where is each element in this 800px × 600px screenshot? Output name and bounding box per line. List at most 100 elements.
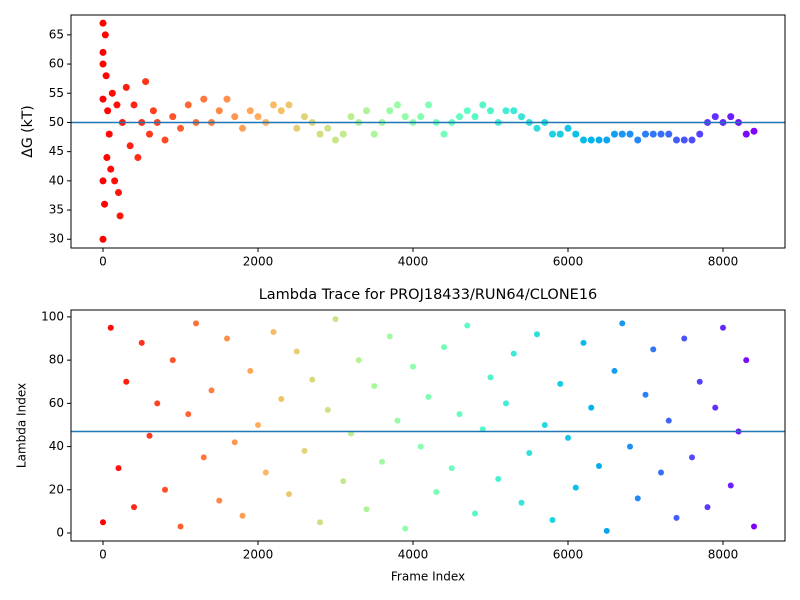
point [185,411,192,418]
point [177,523,184,530]
point [142,78,150,86]
y-tick-label: 55 [49,86,64,100]
point [200,454,207,461]
point [510,107,518,115]
point [111,177,119,185]
point [123,378,130,385]
point [471,113,479,121]
point [627,443,634,450]
point [751,523,758,530]
point [595,136,603,144]
x-tick-label: 6000 [553,255,584,269]
x-axis-label: Frame Index [391,570,465,584]
point [347,113,355,121]
point [541,421,548,428]
point [146,432,153,439]
point [510,350,517,357]
point [727,113,735,121]
point [301,447,308,454]
point [107,324,114,331]
point [518,499,525,506]
point [99,60,107,68]
point [293,124,301,132]
axes-frame [70,309,786,542]
y-tick-label: 100 [41,309,64,323]
point [503,400,510,407]
point [711,113,719,121]
point [704,504,711,511]
point [100,519,107,526]
point [448,465,455,472]
point [115,465,122,472]
point [402,525,409,532]
x-tick-label: 2000 [243,548,274,562]
y-tick-label: 0 [56,526,64,540]
point [588,404,595,411]
axes-frame [70,14,786,249]
point [130,101,138,109]
point [134,153,142,161]
point [618,130,626,138]
y-tick-label: 65 [49,27,64,41]
point [115,189,123,197]
point [433,488,440,495]
point [184,101,192,109]
point [456,113,464,121]
point [231,113,239,121]
x-tick-label: 4000 [398,255,429,269]
point [681,335,688,342]
point [650,346,657,353]
point [101,31,109,39]
point [99,177,107,185]
point [99,19,107,27]
point [712,404,719,411]
point [386,333,393,340]
point [278,396,285,403]
point [363,107,371,115]
point [193,320,200,327]
point [441,344,448,351]
point [463,107,471,115]
point [215,107,223,115]
point [126,142,134,150]
point [270,101,278,109]
point [410,363,417,370]
point [720,324,727,331]
point [277,107,285,115]
point [216,497,223,504]
point [487,107,495,115]
point [301,113,309,121]
point [649,130,657,138]
point [101,200,109,208]
point [603,527,610,534]
y-tick-label: 50 [49,115,64,129]
point [596,463,603,470]
point [696,130,704,138]
point [680,136,688,144]
point [502,107,510,115]
x-tick-label: 8000 [708,548,739,562]
point [549,130,557,138]
point [565,434,572,441]
point [317,519,324,526]
point [99,95,107,103]
point [642,391,649,398]
point [634,495,641,502]
point [107,165,115,173]
point [103,153,111,161]
point [332,316,339,323]
point [324,124,332,132]
point [417,443,424,450]
point [340,478,347,485]
point [102,72,110,80]
point [742,130,750,138]
point [603,136,611,144]
point [673,136,681,144]
point [394,101,402,109]
point [169,357,176,364]
point [113,101,121,109]
point [285,101,293,109]
point [379,458,386,465]
point [231,439,238,446]
point [533,124,541,132]
